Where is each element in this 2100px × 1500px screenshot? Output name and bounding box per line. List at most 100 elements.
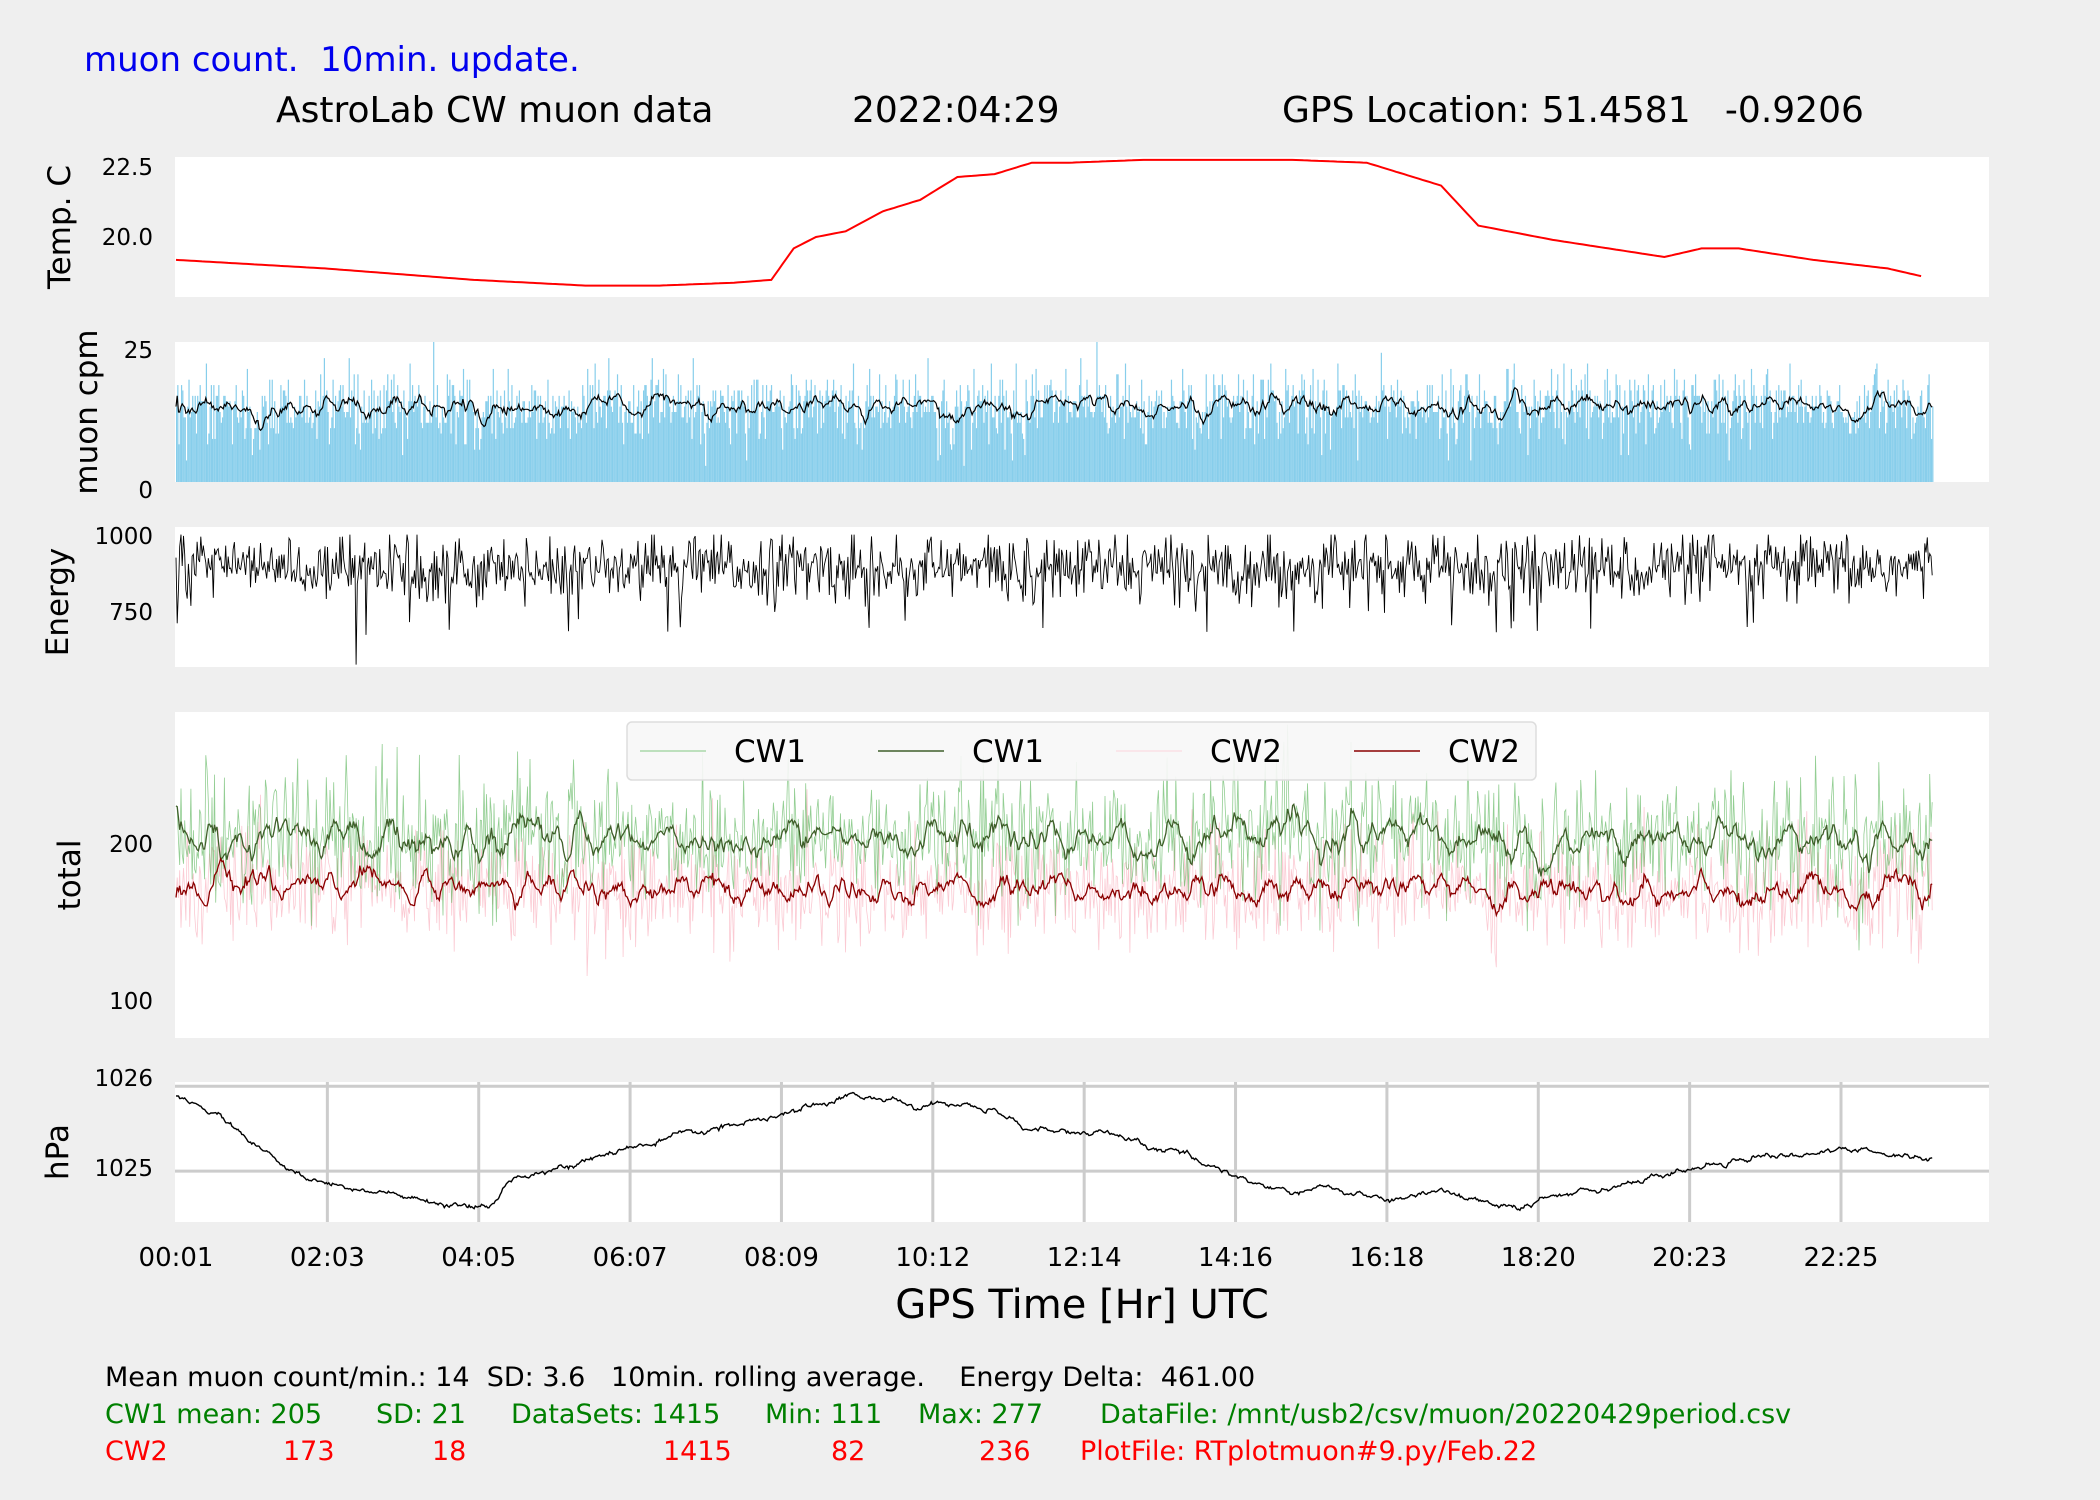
muon-bar (405, 417, 407, 482)
muon-bar (1574, 422, 1576, 482)
muon-bar (1497, 444, 1499, 482)
energy-ylabel: Energy (40, 548, 76, 657)
muon-bar (1814, 406, 1816, 482)
muon-bar (603, 395, 605, 482)
muon-bar (199, 385, 201, 482)
x-tick-label: 16:18 (1349, 1243, 1424, 1273)
muon-bar (1318, 406, 1320, 482)
muon-bar (1106, 422, 1108, 482)
muon-bar (1744, 395, 1746, 482)
muon-bar (1210, 412, 1212, 482)
muon-bar (1507, 368, 1509, 482)
muon-bar (538, 422, 540, 482)
muon-bar (219, 412, 221, 482)
muon-bar (931, 395, 933, 482)
muon-bar (1593, 406, 1595, 482)
muon-bar (1727, 390, 1729, 482)
muon-bar (1044, 385, 1046, 482)
muon-bar (979, 401, 981, 482)
muon-bar (203, 401, 205, 482)
x-tick-labels: 00:01 02:03 04:05 06:07 08:09 10:12 12:14 14:16… (139, 1243, 1879, 1273)
muon-bar (1237, 374, 1240, 482)
muon-bar (433, 342, 435, 482)
muon-bar (1666, 395, 1668, 482)
muon-bar (1827, 395, 1830, 482)
muon-bar (810, 379, 812, 482)
muon-bar (1193, 401, 1195, 482)
muon-bar (285, 395, 287, 482)
muon-bar (946, 401, 948, 482)
muon-bar (1826, 390, 1828, 482)
muon-bar (1883, 401, 1885, 482)
muon-bar (1767, 368, 1769, 482)
muon-bar (1579, 417, 1581, 482)
muon-bar (964, 406, 966, 482)
muon-bar (272, 428, 275, 482)
muon-bar (1236, 395, 1238, 482)
muon-ylabel: muon cpm (69, 329, 105, 494)
muon-bar (1672, 428, 1674, 482)
muon-bar (512, 428, 514, 482)
muon-bar (683, 406, 686, 482)
muon-bar (1483, 390, 1486, 482)
muon-bar (1630, 390, 1632, 482)
muon-bar (880, 428, 882, 482)
muon-bar (1651, 390, 1653, 482)
muon-bar (265, 401, 267, 482)
muon-bar (1856, 401, 1858, 482)
muon-bar (1599, 401, 1601, 482)
muon-bar (1891, 406, 1893, 482)
muon-bar (398, 406, 400, 482)
muon-bar (695, 412, 697, 482)
muon-bar (257, 428, 260, 482)
muon-bar (775, 401, 778, 482)
muon-bar (928, 412, 930, 482)
muon-bar (975, 428, 978, 482)
muon-bar (1616, 385, 1618, 482)
muon-bar (768, 401, 770, 482)
muon-bar (1093, 412, 1096, 482)
muon-bar (1899, 401, 1902, 482)
muon-bar (1199, 428, 1201, 482)
muon-bar (392, 412, 394, 482)
muon-bar (1021, 433, 1024, 482)
muon-bar (825, 390, 827, 482)
muon-bar (1731, 417, 1733, 482)
muon-bar (1750, 368, 1753, 482)
muon-bar (722, 395, 724, 482)
muon-bar (844, 438, 846, 482)
muon-bar (615, 395, 617, 482)
muon-bar (556, 406, 558, 482)
muon-bar (708, 428, 711, 482)
muon-bar (1028, 417, 1030, 482)
muon-bar (331, 417, 333, 482)
muon-bar (1347, 417, 1349, 482)
muon-bar (876, 406, 878, 482)
x-tick-label: 10:12 (895, 1243, 970, 1273)
muon-bar (1485, 401, 1487, 482)
muon-bar (356, 428, 358, 482)
muon-bar (1232, 395, 1235, 482)
muon-bar (517, 406, 519, 482)
muon-bar (394, 422, 396, 482)
muon-bar (1359, 412, 1361, 482)
muon-bar (1324, 433, 1327, 482)
muon-bar (1249, 428, 1251, 482)
muon-bar (358, 433, 360, 482)
muon-bar (246, 368, 248, 482)
muon-bar (743, 406, 745, 482)
muon-bar (1198, 412, 1200, 482)
muon-bar (953, 444, 955, 482)
muon-bar (1923, 417, 1925, 482)
muon-bar (1414, 406, 1416, 482)
muon-bar (1365, 401, 1368, 482)
muon-bar (357, 374, 359, 482)
muon-bar (659, 422, 661, 482)
muon-bar (1675, 395, 1677, 482)
muon-bar (1370, 417, 1373, 482)
muon-bar (1378, 401, 1380, 482)
muon-bar (418, 385, 420, 482)
muon-bar (767, 401, 769, 482)
muon-bar (1265, 406, 1267, 482)
muon-bar (1867, 390, 1869, 482)
